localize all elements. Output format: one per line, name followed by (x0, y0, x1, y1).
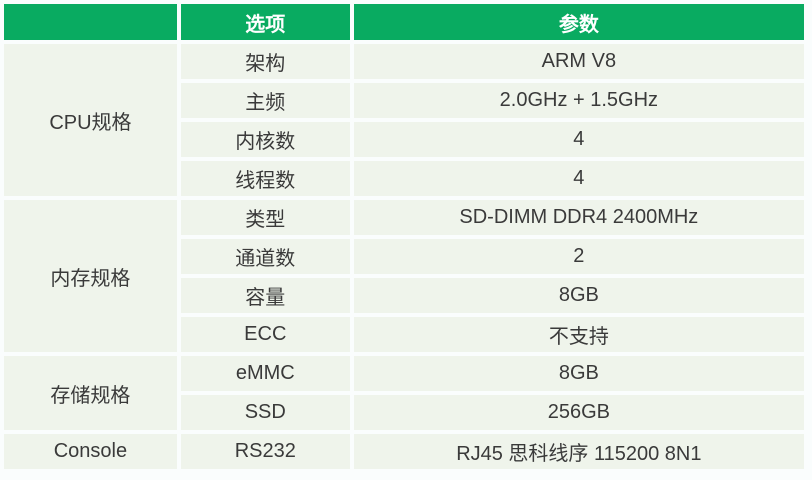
group-cell-cpu: CPU规格 (4, 44, 177, 196)
option-cell: 主频 (180, 83, 350, 118)
param-cell: 8GB (353, 278, 804, 313)
group-cell-memory: 内存规格 (4, 200, 177, 352)
header-param-cell: 参数 (353, 4, 804, 40)
table-row: CPU规格 架构 ARM V8 (4, 44, 804, 196)
header-empty-cell (4, 4, 177, 40)
header-row: 选项 参数 (4, 4, 804, 40)
option-cell: ECC (180, 317, 350, 352)
table-row: 容量 8GB (4, 278, 804, 313)
table-row: 线程数 4 (4, 161, 804, 196)
table-row: SSD 256GB (4, 395, 804, 430)
param-cell: 256GB (353, 395, 804, 430)
param-cell: RJ45 思科线序 115200 8N1 (353, 434, 804, 469)
param-cell: 不支持 (353, 317, 804, 352)
spec-table-body: CPU规格 架构 ARM V8 主频 2.0GHz + 1.5GHz 内核数 4… (4, 44, 804, 469)
option-cell: 通道数 (180, 239, 350, 274)
table-row: 通道数 2 (4, 239, 804, 274)
table-row: 主频 2.0GHz + 1.5GHz (4, 83, 804, 118)
param-cell: 8GB (353, 356, 804, 391)
option-cell: SSD (180, 395, 350, 430)
param-cell: 2.0GHz + 1.5GHz (353, 83, 804, 118)
param-cell: 4 (353, 161, 804, 196)
group-cell-console: Console (4, 434, 177, 469)
table-row: ECC 不支持 (4, 317, 804, 352)
option-cell: 架构 (180, 44, 350, 79)
option-cell: 容量 (180, 278, 350, 313)
param-cell: 4 (353, 122, 804, 157)
param-cell: 2 (353, 239, 804, 274)
option-cell: eMMC (180, 356, 350, 391)
table-row: 内核数 4 (4, 122, 804, 157)
param-cell: ARM V8 (353, 44, 804, 79)
group-cell-storage: 存储规格 (4, 356, 177, 430)
table-row: Console RS232 RJ45 思科线序 115200 8N1 (4, 434, 804, 469)
spec-table-header: 选项 参数 (4, 4, 804, 40)
option-cell: RS232 (180, 434, 350, 469)
param-cell: SD-DIMM DDR4 2400MHz (353, 200, 804, 235)
header-option-cell: 选项 (180, 4, 350, 40)
option-cell: 类型 (180, 200, 350, 235)
option-cell: 线程数 (180, 161, 350, 196)
option-cell: 内核数 (180, 122, 350, 157)
table-row: 内存规格 类型 SD-DIMM DDR4 2400MHz (4, 200, 804, 352)
table-row: 存储规格 eMMC 8GB (4, 356, 804, 430)
